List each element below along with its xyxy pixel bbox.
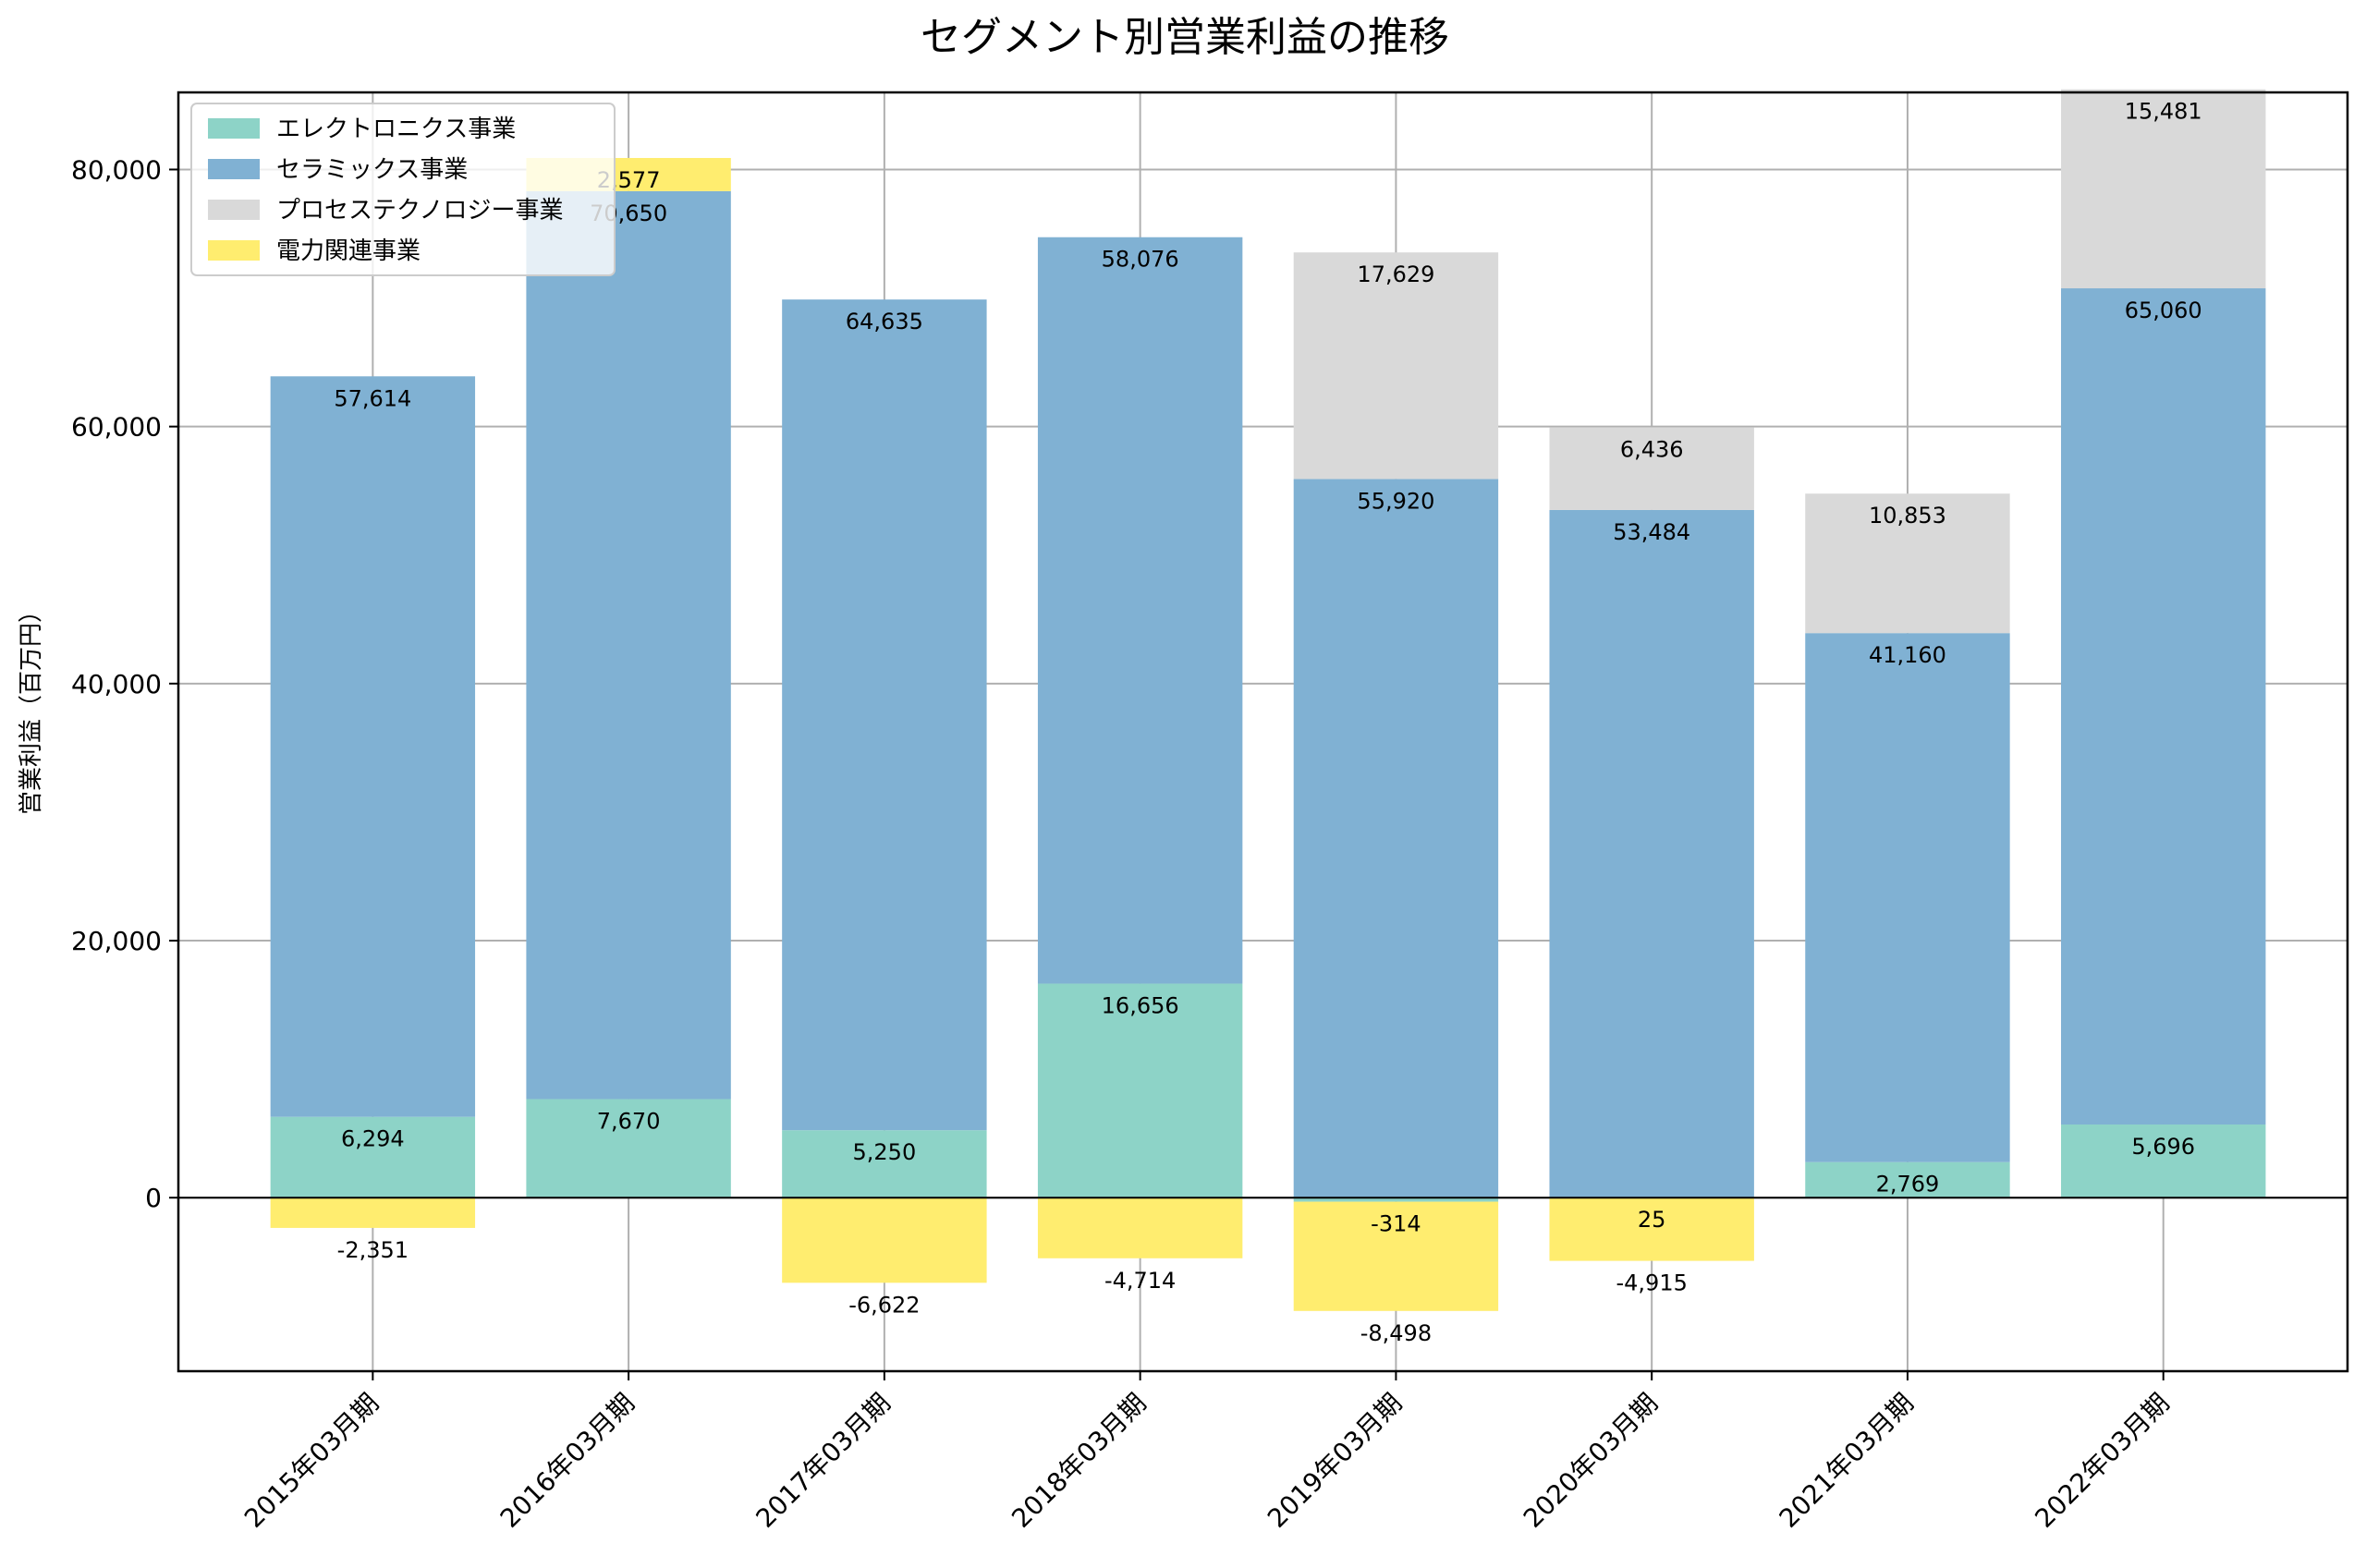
legend-label: プロセステクノロジー事業 [276, 197, 563, 225]
data-label: -6,622 [848, 1292, 920, 1318]
bar-segment [1037, 1197, 1243, 1258]
data-label: 17,629 [1357, 261, 1434, 287]
plot-frame [177, 91, 2349, 1373]
data-label: 10,853 [1869, 503, 1946, 529]
bar-segment [1037, 237, 1243, 984]
grid-layer [178, 92, 2348, 1371]
chart-title: セグメント別営業利益の推移 [921, 14, 1449, 61]
bars-layer [270, 89, 2266, 1311]
legend-swatch [208, 240, 260, 261]
data-label: 15,481 [2125, 99, 2202, 125]
bar-segment [270, 376, 476, 1117]
data-label: 64,635 [846, 309, 923, 334]
x-tick-label: 2016年03月期 [494, 1388, 640, 1534]
legend-box [190, 103, 616, 276]
x-tick-label: 2019年03月期 [1262, 1388, 1408, 1534]
y-tick-label: 0 [145, 1183, 162, 1213]
data-label: 2,769 [1876, 1172, 1940, 1197]
bar-segment [526, 1099, 731, 1198]
data-label: 5,250 [853, 1139, 917, 1165]
y-axis-label: 営業利益（百万円） [18, 599, 45, 815]
data-label: 16,656 [1102, 993, 1179, 1019]
data-label: 53,484 [1613, 519, 1690, 545]
legend-label: セラミックス事業 [276, 156, 468, 184]
bar-segment [2061, 1124, 2266, 1198]
data-label: 57,614 [334, 385, 411, 411]
bar-segment [1805, 1161, 2010, 1198]
bar-segment [1293, 252, 1499, 480]
y-tick-label: 20,000 [71, 926, 162, 956]
data-label: 7,670 [597, 1109, 661, 1135]
bar-segment [782, 1197, 987, 1283]
legend-swatch [208, 118, 260, 139]
y-tick-label: 60,000 [71, 412, 162, 443]
legend-label: エレクトロニクス事業 [276, 115, 516, 143]
bar-segment [1037, 983, 1243, 1198]
bar-segment [526, 190, 731, 1100]
x-tick-label: 2022年03月期 [2029, 1388, 2175, 1534]
bar-segment [1805, 633, 2010, 1162]
data-label: -8,498 [1360, 1320, 1432, 1346]
legend-label: 電力関連事業 [276, 237, 421, 265]
bar-segment [1293, 1197, 1499, 1202]
legend-swatch [208, 200, 260, 220]
data-label: 5,696 [2131, 1134, 2195, 1160]
x-tick-label: 2021年03月期 [1774, 1388, 1920, 1534]
bar-segment [1805, 493, 2010, 634]
y-tick-label: 40,000 [71, 669, 162, 699]
legend-swatch [208, 159, 260, 179]
x-tick-label: 2017年03月期 [750, 1388, 896, 1534]
bar-segment [1293, 1201, 1499, 1311]
bar-segment [1549, 427, 1754, 510]
data-label: 6,294 [341, 1126, 405, 1152]
y-tick-label: 80,000 [71, 154, 162, 185]
x-tick-label: 2018年03月期 [1006, 1388, 1152, 1534]
data-label: -314 [1371, 1211, 1421, 1237]
bar-segment [1549, 509, 1754, 1197]
bar-segment [270, 1197, 476, 1228]
data-label: 55,920 [1357, 488, 1434, 514]
bar-segment [1293, 479, 1499, 1198]
data-label: -4,915 [1616, 1270, 1688, 1296]
data-label: -4,714 [1104, 1268, 1176, 1294]
data-label: 25 [1638, 1207, 1666, 1233]
data-label: 6,436 [1620, 436, 1684, 462]
bar-segment [782, 1130, 987, 1198]
data-label: 41,160 [1869, 642, 1946, 668]
data-label: 65,060 [2125, 298, 2202, 323]
data-label: 58,076 [1102, 247, 1179, 273]
bar-segment [2061, 89, 2266, 289]
data-labels-layer: 6,294 7,670 5,250 16,656 -314 25 2,769 5,696 57,… [334, 99, 2201, 1346]
x-tick-label: 2015年03月期 [238, 1388, 384, 1534]
x-tick-label: 2020年03月期 [1518, 1388, 1664, 1534]
bar-segment [1549, 1197, 1754, 1261]
bar-segment [270, 1116, 476, 1198]
bar-segment [782, 299, 987, 1131]
data-label: -2,351 [337, 1237, 409, 1263]
bar-segment [2061, 288, 2266, 1124]
